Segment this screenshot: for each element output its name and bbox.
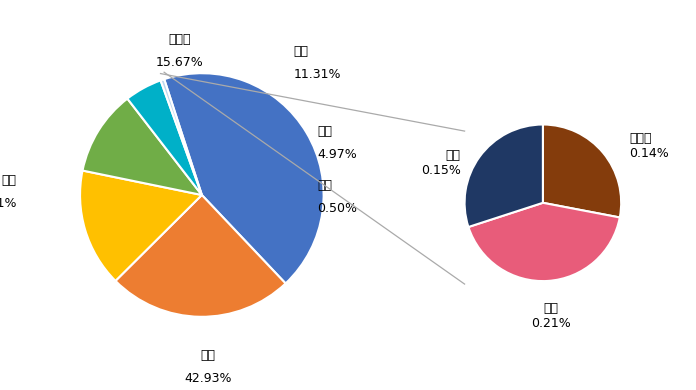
Text: 微博: 微博 <box>1 174 17 187</box>
Text: 论坛: 论坛 <box>543 302 558 315</box>
Wedge shape <box>465 124 543 227</box>
Text: 微信: 微信 <box>317 125 333 138</box>
Wedge shape <box>543 124 621 218</box>
Wedge shape <box>116 195 285 317</box>
Text: 0.21%: 0.21% <box>531 317 571 330</box>
Text: 42.93%: 42.93% <box>184 372 232 385</box>
Text: 问答: 问答 <box>445 149 461 162</box>
Text: 视频: 视频 <box>200 349 216 362</box>
Text: 15.67%: 15.67% <box>156 56 204 69</box>
Text: 数字报: 数字报 <box>629 132 651 145</box>
Text: 0.15%: 0.15% <box>421 164 461 177</box>
Wedge shape <box>83 99 202 195</box>
Text: 4.97%: 4.97% <box>317 148 357 161</box>
Wedge shape <box>468 203 620 281</box>
Text: 网站: 网站 <box>293 45 308 58</box>
Wedge shape <box>164 73 324 284</box>
Text: 0.14%: 0.14% <box>629 147 669 160</box>
Text: 其他: 其他 <box>317 179 333 192</box>
Wedge shape <box>161 79 202 195</box>
Text: 24.61%: 24.61% <box>0 197 17 210</box>
Text: 11.31%: 11.31% <box>293 68 340 81</box>
Text: 客户端: 客户端 <box>168 33 191 46</box>
Wedge shape <box>80 170 202 281</box>
Wedge shape <box>127 80 202 195</box>
Text: 0.50%: 0.50% <box>317 202 358 215</box>
